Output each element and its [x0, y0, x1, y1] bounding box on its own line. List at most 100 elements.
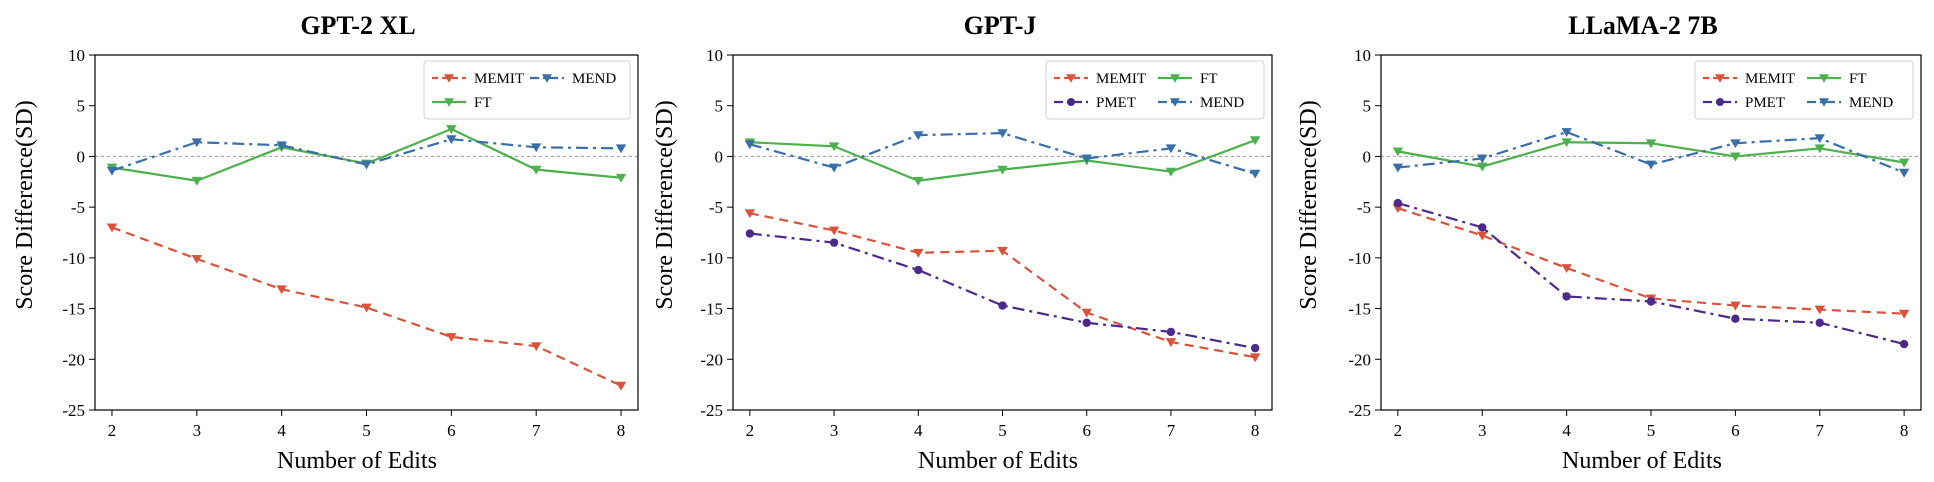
data-point-pmet — [745, 229, 755, 238]
y-axis-label: Score Difference(SD) — [1296, 100, 1322, 309]
y-tick-label: -5 — [71, 198, 85, 217]
legend-label-pmet: PMET — [1745, 95, 1785, 111]
x-tick-label: 6 — [1731, 421, 1740, 440]
legend-marker-memit — [1066, 74, 1076, 83]
x-axis-label: Number of Edits — [277, 448, 437, 474]
data-point-memit — [744, 209, 756, 219]
x-axis-label: Number of Edits — [1562, 448, 1722, 474]
legend-marker-ft — [444, 98, 454, 107]
y-tick-label: -15 — [700, 300, 723, 319]
data-point-memit — [106, 223, 118, 233]
data-point-memit — [1477, 231, 1488, 241]
data-point-memit — [1561, 264, 1572, 273]
y-tick-label: 5 — [1363, 97, 1372, 116]
data-point-mend — [615, 144, 627, 154]
data-point-pmet — [1899, 339, 1909, 349]
data-point-pmet — [1562, 292, 1571, 301]
x-tick-label: 8 — [1251, 421, 1260, 440]
data-point-ft — [1477, 162, 1488, 172]
legend-label-pmet: PMET — [1096, 95, 1136, 111]
x-tick-label: 8 — [1900, 421, 1909, 440]
data-point-mend — [997, 129, 1008, 139]
data-point-mend — [828, 163, 840, 173]
y-tick-label: -15 — [62, 300, 85, 319]
data-point-pmet — [1731, 314, 1740, 323]
series-line-ft — [749, 139, 1256, 182]
data-point-mend — [446, 135, 457, 145]
data-point-ft — [1561, 138, 1572, 148]
data-point-memit — [1898, 309, 1910, 319]
legend-marker-ft — [1819, 74, 1829, 83]
plot-area: 10 5 0 -5 -10 -15 -20 -25 2 3 4 5 6 7 8 — [700, 46, 1273, 440]
data-point-mend — [361, 160, 372, 170]
data-point-memit — [1165, 338, 1177, 347]
plot-area: 10 5 0 -5 -10 -15 -20 -25 2 3 4 5 6 7 8 — [62, 46, 639, 440]
legend-label-mend: MEND — [572, 71, 616, 87]
y-tick-label: 5 — [715, 97, 724, 116]
data-point-mend — [276, 141, 287, 151]
data-point-memit — [1081, 308, 1092, 318]
x-tick-label: 4 — [277, 421, 286, 440]
series-line-memit — [749, 212, 1256, 359]
y-tick-label: 10 — [68, 46, 85, 65]
data-point-memit — [997, 246, 1008, 256]
data-point-pmet — [1082, 318, 1091, 327]
data-point-mend — [530, 143, 542, 153]
legend-marker-pmet — [1716, 98, 1724, 106]
data-point-memit — [615, 381, 627, 391]
legend-label-ft: FT — [474, 95, 492, 111]
legend-label-memit: MEMIT — [1745, 71, 1795, 87]
x-tick-label: 4 — [914, 421, 923, 440]
legend-label-memit: MEMIT — [1096, 71, 1146, 87]
data-point-ft — [191, 176, 203, 186]
data-point-memit — [361, 303, 372, 313]
y-tick-label: -20 — [1348, 350, 1371, 369]
data-point-ft — [1249, 136, 1261, 146]
legend-marker-pmet — [1067, 98, 1075, 106]
chart-title: GPT-2 XL — [300, 11, 415, 40]
series-line-pmet — [1397, 202, 1905, 346]
y-tick-label: -10 — [1348, 249, 1371, 268]
x-tick-label: 7 — [1167, 421, 1176, 440]
y-tick-label: -25 — [1348, 401, 1371, 420]
y-tick-label: -10 — [700, 249, 723, 268]
series-line-ft — [111, 127, 622, 182]
data-point-mend — [106, 166, 118, 176]
y-tick-label: -15 — [1348, 300, 1371, 319]
legend-label-ft: FT — [1849, 71, 1867, 87]
panel-gpt-j: GPT-J Score Difference(SD) Number of Edi… — [652, 11, 1273, 474]
data-point-pmet — [1478, 223, 1487, 232]
data-point-memit — [1392, 204, 1404, 214]
data-point-pmet — [1393, 198, 1403, 208]
panel-gpt2-xl: GPT-2 XL Score Difference(SD) Number of … — [12, 11, 639, 474]
x-tick-label: 5 — [998, 421, 1007, 440]
data-point-ft — [997, 165, 1008, 175]
x-tick-label: 2 — [1394, 421, 1403, 440]
y-tick-label: -5 — [1357, 198, 1371, 217]
data-point-ft — [913, 176, 924, 186]
x-tick-label: 5 — [1647, 421, 1656, 440]
x-tick-label: 8 — [617, 421, 626, 440]
data-point-mend — [1561, 128, 1572, 138]
data-point-pmet — [829, 238, 839, 247]
y-tick-label: 0 — [715, 147, 724, 166]
legend-label-mend: MEND — [1849, 95, 1893, 111]
y-tick-label: 10 — [706, 46, 723, 65]
legend-marker-mend — [542, 74, 552, 83]
y-tick-label: -25 — [700, 401, 723, 420]
data-point-pmet — [1250, 343, 1260, 353]
legend-label-memit: MEMIT — [474, 71, 524, 87]
data-point-memit — [1814, 305, 1825, 315]
legend: MEMIT PMET FT MEND — [1694, 60, 1914, 120]
y-tick-label: 0 — [1363, 147, 1372, 166]
x-axis-label: Number of Edits — [918, 448, 1078, 474]
data-point-ft — [1165, 167, 1177, 177]
data-point-ft — [530, 165, 542, 175]
data-point-ft — [1730, 152, 1741, 162]
data-point-ft — [1392, 147, 1404, 157]
y-tick-label: 0 — [77, 147, 86, 166]
y-tick-label: -5 — [709, 198, 723, 217]
data-point-mend — [1081, 154, 1092, 164]
data-point-pmet — [1166, 327, 1176, 337]
data-point-mend — [1392, 163, 1404, 173]
